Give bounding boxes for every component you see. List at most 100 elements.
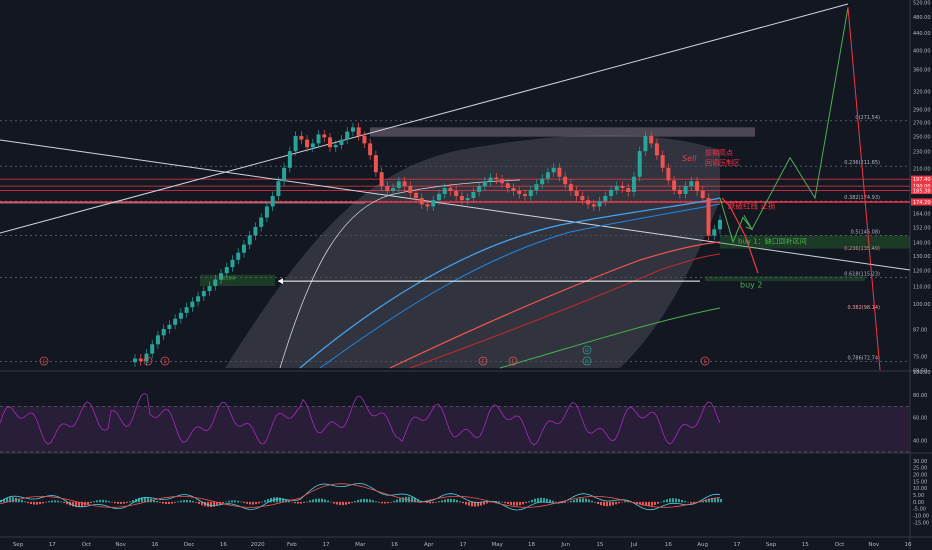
macd-histogram-bar (564, 501, 566, 503)
gap-label: 缺口未补 (220, 275, 236, 281)
earnings-marker-label: E (704, 359, 707, 365)
macd-histogram-bar (585, 498, 587, 503)
fib-level-label: 0.786(72.74) (847, 356, 880, 362)
y-tick-label: 480.00 (913, 15, 931, 21)
candle-body (333, 144, 338, 148)
macd-histogram-bar (294, 501, 296, 504)
macd-histogram-bar (537, 497, 539, 503)
macd-histogram-bar (111, 501, 113, 503)
macd-histogram-bar (183, 500, 185, 503)
macd-histogram-bar (660, 501, 662, 503)
macd-histogram-bar (567, 501, 569, 503)
x-tick-label: Oct (835, 542, 845, 548)
dividend-marker-label: D (585, 359, 589, 365)
resistance-zone (370, 127, 755, 137)
macd-histogram-bar (675, 498, 677, 503)
candle-body (270, 195, 275, 207)
candle-body (350, 127, 355, 132)
macd-histogram-bar (228, 500, 230, 503)
macd-histogram-bar (123, 501, 125, 504)
candle-body (310, 143, 315, 148)
macd-histogram-bar (702, 500, 704, 503)
candle-body (568, 184, 573, 191)
macd-histogram-bar (453, 499, 455, 503)
candle-body (150, 344, 155, 354)
dividend-marker-label: D (585, 348, 589, 354)
macd-line (0, 483, 721, 511)
price-tag (911, 198, 932, 206)
candle-body (586, 200, 591, 205)
macd-histogram-bar (114, 501, 116, 504)
macd-histogram-bar (117, 501, 119, 504)
macd-histogram-bar (300, 501, 302, 504)
macd-histogram-bar (264, 500, 266, 503)
candle-body (436, 193, 441, 201)
macd-histogram-bar (288, 500, 290, 503)
macd-histogram-bar (177, 501, 179, 503)
macd-histogram-bar (204, 501, 206, 507)
candle-body (305, 139, 310, 148)
earnings-marker (160, 356, 170, 366)
macd-histogram-bar (711, 497, 713, 503)
candle-body (408, 186, 413, 193)
macd-histogram-bar (588, 499, 590, 503)
macd-histogram-bar (108, 501, 110, 503)
x-tick-label: 16 (391, 542, 398, 548)
candle-body (230, 259, 235, 268)
upper-trendline (0, 3, 849, 234)
earnings-marker (143, 356, 153, 366)
candle-body (500, 179, 505, 184)
price-tag (911, 187, 932, 195)
y-tick-label: 320.00 (913, 89, 931, 95)
candle-body (253, 226, 258, 236)
macd-histogram-bar (462, 501, 464, 504)
macd-histogram-bar (645, 501, 647, 506)
macd-histogram-bar (348, 501, 350, 504)
candle-body (133, 358, 137, 363)
macd-histogram-bar (159, 501, 161, 503)
candle-body (609, 189, 614, 196)
macd-histogram-bar (597, 501, 599, 505)
macd-histogram-bar (45, 501, 47, 503)
macd-histogram-bar (132, 500, 134, 503)
candle-body (580, 195, 585, 201)
candle-body (488, 177, 493, 182)
lower-trendline (0, 139, 911, 271)
macd-histogram-bar (663, 500, 665, 503)
candle-body (316, 134, 321, 144)
macd-histogram-bar (513, 501, 515, 506)
macd-histogram-bar (477, 501, 479, 507)
x-tick-label: Feb (287, 542, 297, 548)
fib-level-label: 0.236(135.49) (844, 246, 880, 252)
macd-histogram-bar (705, 499, 707, 503)
macd-histogram-bar (591, 500, 593, 503)
candle-body (373, 155, 378, 173)
macd-histogram-bar (21, 500, 23, 503)
macd-histogram-bar (489, 501, 491, 503)
earnings-marker-label: E (512, 359, 515, 365)
candle-body (534, 184, 539, 190)
macd-histogram-bar (351, 501, 353, 503)
macd-histogram-bar (693, 501, 695, 504)
macd-tick-label: 10.00 (913, 486, 927, 492)
macd-tick-label: 30.00 (913, 459, 927, 465)
y-tick-label: 230.00 (913, 150, 931, 156)
gap-zone (200, 274, 275, 287)
macd-histogram-bar (285, 499, 287, 503)
macd-histogram-bar (603, 501, 605, 506)
macd-histogram-bar (336, 501, 338, 505)
macd-histogram-bar (441, 500, 443, 503)
macd-histogram-bar (540, 497, 542, 503)
macd-histogram-bar (24, 501, 26, 503)
macd-histogram-bar (684, 500, 686, 503)
macd-histogram-bar (42, 501, 44, 504)
macd-histogram-bar (279, 497, 281, 503)
y-tick-label: 400.00 (913, 48, 931, 54)
candle-body (465, 198, 470, 201)
macd-histogram-bar (435, 501, 437, 503)
macd-histogram-bar (498, 501, 500, 503)
macd-histogram-bar (468, 501, 470, 506)
candle-body (219, 273, 224, 280)
shaded-band-region (225, 134, 720, 368)
